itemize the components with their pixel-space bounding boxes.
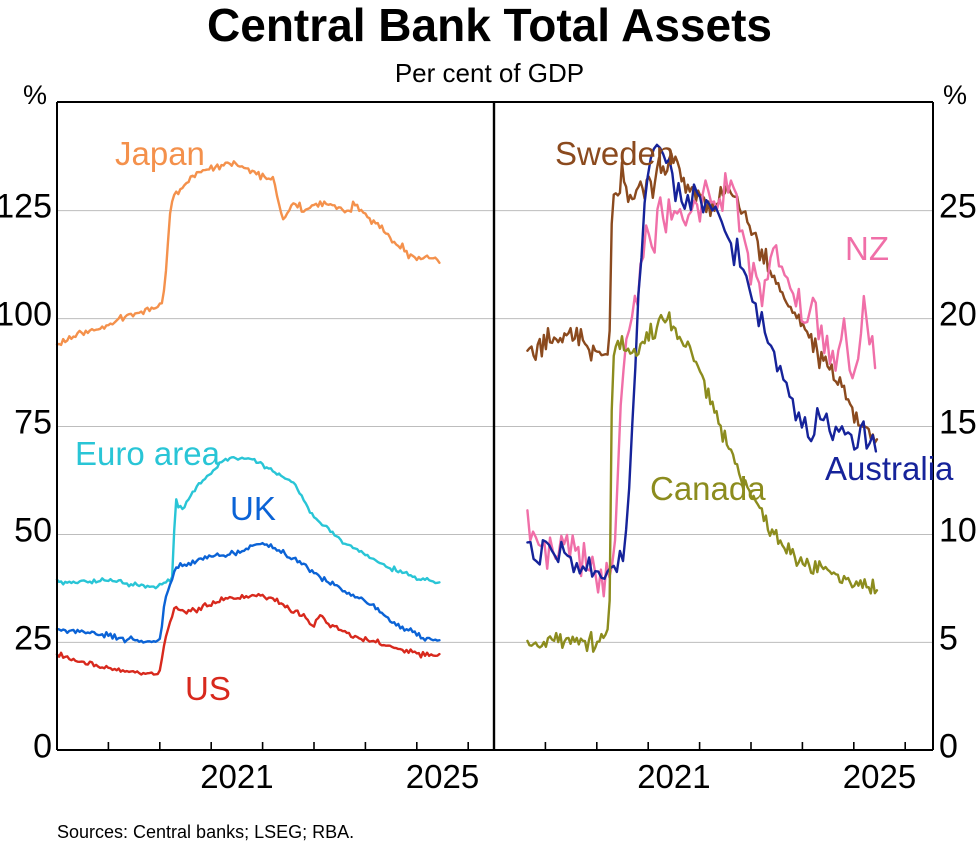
- svg-text:0: 0: [939, 727, 958, 765]
- svg-text:25: 25: [939, 188, 977, 226]
- svg-text:%: %: [23, 80, 47, 110]
- svg-text:125: 125: [0, 188, 52, 226]
- svg-text:50: 50: [14, 511, 52, 549]
- svg-text:0: 0: [33, 727, 52, 765]
- svg-text:Euro area: Euro area: [75, 435, 221, 472]
- svg-text:100: 100: [0, 296, 52, 334]
- svg-text:25: 25: [14, 619, 52, 657]
- svg-text:10: 10: [939, 511, 977, 549]
- svg-text:2025: 2025: [406, 758, 479, 795]
- svg-text:Japan: Japan: [115, 135, 205, 172]
- svg-text:15: 15: [939, 404, 977, 442]
- svg-text:US: US: [185, 670, 231, 707]
- svg-text:UK: UK: [230, 490, 276, 527]
- svg-text:20: 20: [939, 296, 977, 334]
- svg-text:2021: 2021: [200, 758, 273, 795]
- svg-text:NZ: NZ: [845, 230, 889, 267]
- svg-text:Australia: Australia: [825, 450, 954, 487]
- svg-text:5: 5: [939, 619, 958, 657]
- svg-text:%: %: [943, 80, 967, 110]
- svg-text:2025: 2025: [843, 758, 916, 795]
- svg-text:2021: 2021: [637, 758, 710, 795]
- svg-text:Sweden: Sweden: [555, 135, 674, 172]
- svg-text:Canada: Canada: [650, 470, 766, 507]
- svg-text:75: 75: [14, 404, 52, 442]
